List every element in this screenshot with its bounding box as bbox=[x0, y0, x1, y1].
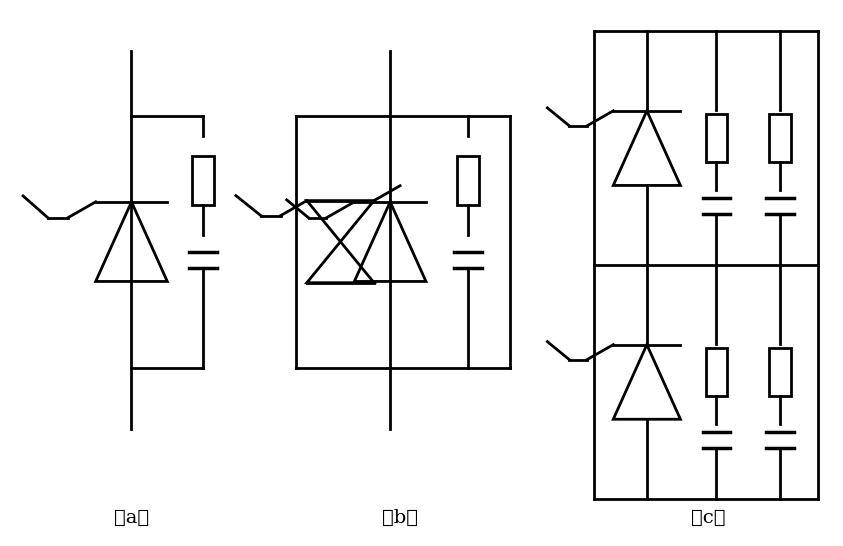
Bar bbox=[706, 114, 728, 162]
Text: （a）: （a） bbox=[114, 509, 149, 527]
Bar bbox=[769, 114, 791, 162]
Text: （b）: （b） bbox=[382, 509, 418, 527]
Bar bbox=[706, 348, 728, 396]
Bar bbox=[457, 156, 479, 205]
Bar bbox=[192, 156, 214, 205]
Bar bbox=[769, 348, 791, 396]
Text: （c）: （c） bbox=[691, 509, 726, 527]
